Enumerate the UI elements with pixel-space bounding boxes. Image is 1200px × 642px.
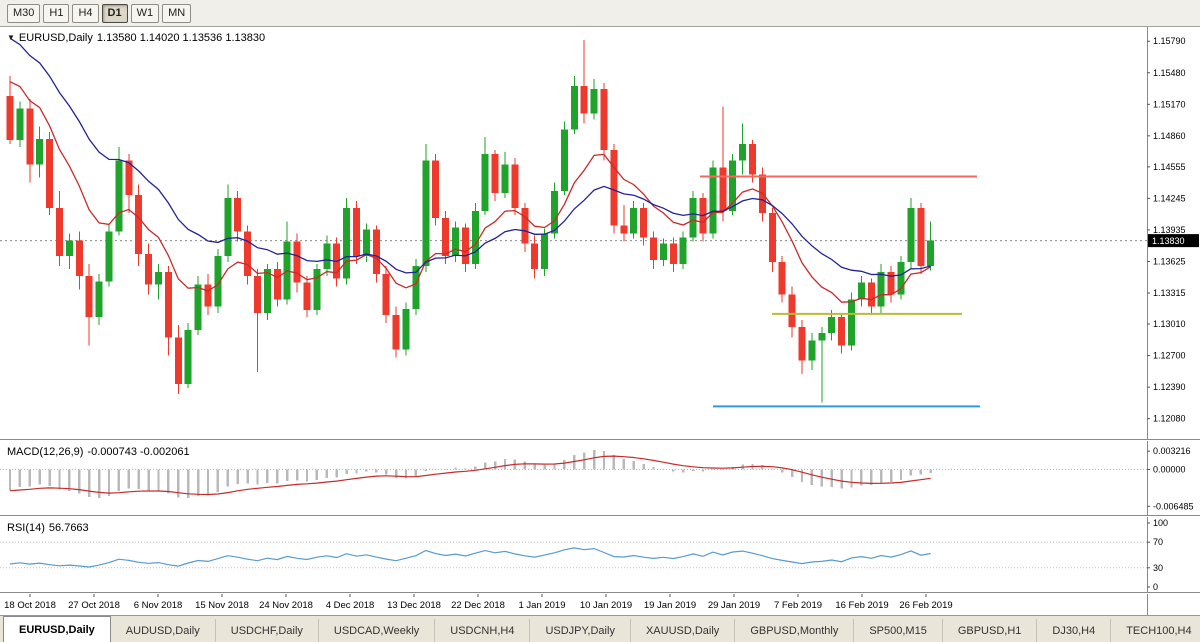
- date-tick-label: 29 Jan 2019: [708, 600, 760, 611]
- price-tick-label: 1.13935: [1153, 225, 1186, 235]
- date-tick-label: 13 Dec 2018: [387, 600, 441, 611]
- date-tick-label: 22 Dec 2018: [451, 600, 505, 611]
- price-tick-label: 1.15170: [1153, 99, 1186, 109]
- price-tick-label: 1.12700: [1153, 351, 1186, 361]
- chart-title: ▼ EURUSD,Daily 1.13580 1.14020 1.13536 1.1…: [7, 32, 265, 44]
- macd-panel[interactable]: 0.003216 0.00000 -0.006485 MACD(12,26,9) -0…: [0, 441, 1200, 516]
- candles-layer: [6, 40, 935, 403]
- chart-window: 1.15790 1.15480 1.15170 1.14860 1.14555 1.142…: [0, 27, 1200, 615]
- macd-tick-label: 0.003216: [1153, 446, 1191, 456]
- macd-chart[interactable]: 0.003216 0.00000 -0.006485: [0, 441, 1200, 516]
- date-tick-label: 7 Feb 2019: [774, 600, 822, 611]
- price-tick-label: 1.14245: [1153, 193, 1186, 203]
- rsi-tick-label: 100: [1153, 518, 1168, 528]
- ma-fast-line: [9, 81, 932, 303]
- macd-histogram: [8, 450, 932, 499]
- timeframe-button-h1[interactable]: H1: [43, 3, 70, 23]
- rsi-title: RSI(14) 56.7663: [7, 522, 89, 534]
- rsi-values: 56.7663: [48, 522, 89, 534]
- date-tick-label: 26 Feb 2019: [899, 600, 952, 611]
- chart-ohlc-values: 1.13580 1.14020 1.13536 1.13830: [96, 32, 266, 44]
- macd-values: -0.000743 -0.002061: [87, 446, 190, 458]
- macd-title: MACD(12,26,9) -0.000743 -0.002061: [7, 446, 190, 458]
- date-tick-label: 1 Jan 2019: [518, 600, 565, 611]
- chart-tab-xauusd-daily[interactable]: XAUUSD,Daily: [631, 619, 736, 642]
- timeframe-button-d1[interactable]: D1: [101, 3, 128, 23]
- ma-slow-line: [9, 37, 931, 277]
- rsi-name: RSI(14): [7, 522, 45, 534]
- timeframe-button-mn[interactable]: MN: [162, 3, 192, 23]
- chart-marker-icon: ▼: [7, 33, 15, 42]
- macd-name: MACD(12,26,9): [7, 446, 84, 458]
- price-tick-label: 1.14860: [1153, 131, 1186, 141]
- timeframe-button-m30[interactable]: M30: [7, 3, 41, 23]
- chart-tab-usdjpy-daily[interactable]: USDJPY,Daily: [530, 619, 631, 642]
- rsi-tick-label: 0: [1153, 582, 1158, 592]
- rsi-line: [9, 547, 931, 568]
- date-tick-label: 10 Jan 2019: [580, 600, 632, 611]
- date-tick-label: 18 Oct 2018: [4, 600, 56, 611]
- date-tick-label: 6 Nov 2018: [134, 600, 183, 611]
- date-tick-label: 19 Jan 2019: [644, 600, 696, 611]
- chart-tab-sp500-m15[interactable]: SP500,M15: [854, 619, 943, 642]
- timeframe-button-h4[interactable]: H4: [72, 3, 99, 23]
- price-tick-label: 1.15480: [1153, 68, 1186, 78]
- date-axis[interactable]: 18 Oct 2018 27 Oct 2018 6 Nov 2018 15 Nov 2…: [0, 594, 1200, 615]
- current-price-label: 1.13830: [1152, 236, 1185, 246]
- date-tick-label: 24 Nov 2018: [259, 600, 313, 611]
- price-tick-label: 1.15790: [1153, 36, 1186, 46]
- macd-tick-label: 0.00000: [1153, 464, 1186, 474]
- price-tick-label: 1.13010: [1153, 319, 1186, 329]
- rsi-panel[interactable]: 100 70 30 0 RSI(14) 56.7663: [0, 517, 1200, 593]
- date-tick-label: 16 Feb 2019: [835, 600, 888, 611]
- timeframe-button-w1[interactable]: W1: [130, 3, 160, 23]
- main-chart-panel[interactable]: 1.15790 1.15480 1.15170 1.14860 1.14555 1.142…: [0, 27, 1200, 440]
- chart-tab-usdchf-daily[interactable]: USDCHF,Daily: [216, 619, 319, 642]
- date-tick-label: 27 Oct 2018: [68, 600, 120, 611]
- chart-symbol-period: EURUSD,Daily: [18, 32, 93, 44]
- price-tick-label: 1.14555: [1153, 162, 1186, 172]
- rsi-chart[interactable]: 100 70 30 0: [0, 517, 1200, 593]
- price-tick-label: 1.12080: [1153, 414, 1186, 424]
- price-tick-label: 1.12390: [1153, 382, 1186, 392]
- current-price-badge: [1148, 234, 1199, 248]
- rsi-tick-label: 30: [1153, 563, 1163, 573]
- chart-tab-tech100-h4[interactable]: TECH100,H4: [1111, 619, 1200, 642]
- price-scale[interactable]: 1.15790 1.15480 1.15170 1.14860 1.14555 1.142…: [1147, 36, 1186, 424]
- timeframe-toolbar: M30 H1 H4 D1 W1 MN: [0, 0, 1200, 27]
- macd-tick-label: -0.006485: [1153, 501, 1194, 511]
- chart-tab-usdcnh-h4[interactable]: USDCNH,H4: [435, 619, 531, 642]
- candlestick-chart[interactable]: 1.15790 1.15480 1.15170 1.14860 1.14555 1.142…: [0, 27, 1200, 440]
- rsi-tick-label: 70: [1153, 537, 1163, 547]
- price-tick-label: 1.13625: [1153, 256, 1186, 266]
- date-tick-label: 4 Dec 2018: [326, 600, 375, 611]
- date-tick-label: 15 Nov 2018: [195, 600, 249, 611]
- chart-tab-eurusd-daily[interactable]: EURUSD,Daily: [3, 616, 111, 642]
- chart-tab-gbpusd-h1[interactable]: GBPUSD,H1: [943, 619, 1038, 642]
- price-tick-label: 1.13315: [1153, 288, 1186, 298]
- chart-tab-audusd-daily[interactable]: AUDUSD,Daily: [111, 619, 216, 642]
- chart-tabs-bar: EURUSD,Daily AUDUSD,Daily USDCHF,Daily USDC…: [0, 615, 1200, 642]
- macd-signal-line: [9, 455, 931, 496]
- chart-tab-dj30-h4[interactable]: DJ30,H4: [1037, 619, 1112, 642]
- chart-tab-gbpusd-monthly[interactable]: GBPUSD,Monthly: [735, 619, 855, 642]
- chart-tab-usdcad-weekly[interactable]: USDCAD,Weekly: [319, 619, 436, 642]
